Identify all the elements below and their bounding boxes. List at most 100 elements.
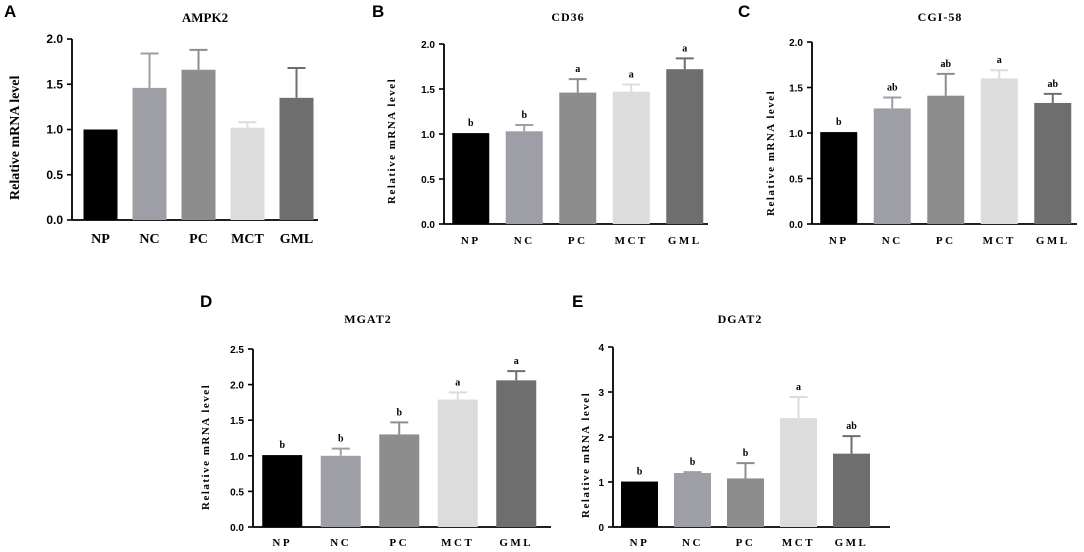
y-tick-label: 2.0 — [230, 381, 244, 392]
bar — [279, 97, 314, 220]
category-label: PC — [568, 235, 588, 247]
y-tick-label: 1.5 — [421, 85, 435, 96]
panel-b: B CD36 Relative mRNA level 0.0 0.5 1.0 1.5 2… — [368, 0, 713, 260]
y-tick-label: 0.0 — [230, 523, 244, 534]
category-label: NP — [461, 235, 481, 247]
y-tick-label: 2 — [598, 433, 604, 444]
bar — [1034, 102, 1072, 224]
category-label: PC — [936, 235, 956, 247]
panel-d: D MGAT2 Relative mRNA level 0.0 0.5 1.0 1.5… — [198, 290, 558, 552]
category-label: MCT — [441, 537, 474, 549]
significance-label: b — [637, 467, 643, 478]
significance-label: b — [743, 448, 749, 459]
category-label: MCT — [782, 537, 815, 549]
significance-label: b — [468, 118, 474, 129]
bar — [496, 380, 537, 527]
category-label: NP — [630, 537, 650, 549]
significance-label: ab — [1047, 79, 1058, 90]
category-label: NC — [139, 232, 159, 247]
panel-letter: C — [738, 2, 751, 21]
y-tick-label: 0.5 — [789, 175, 803, 186]
category-label: NP — [272, 537, 292, 549]
bar — [873, 108, 911, 224]
chart-title: DGAT2 — [717, 312, 763, 326]
y-tick-label: 0.5 — [230, 487, 244, 498]
significance-label: a — [682, 43, 687, 54]
significance-label: b — [279, 440, 285, 451]
bar — [262, 455, 303, 527]
y-tick-label: 0.5 — [46, 168, 63, 182]
significance-label: ab — [846, 421, 857, 432]
bar — [612, 91, 650, 224]
bar — [980, 78, 1018, 225]
chart-svg: 0.0 0.5 1.0 1.5 2.0 NP NC PC MCT GML — [46, 32, 318, 247]
y-tick-label: 2.0 — [46, 32, 63, 46]
significance-label: a — [796, 382, 801, 393]
chart-title: CD36 — [551, 10, 585, 24]
significance-label: b — [521, 110, 527, 121]
bar — [727, 478, 764, 527]
bar — [320, 455, 361, 527]
bar — [621, 481, 658, 527]
y-tick-label: 0.0 — [46, 213, 63, 227]
bar — [505, 131, 543, 224]
panel-c: C CGI-58 Relative mRNA level 0.0 0.5 1.0 1.… — [735, 0, 1084, 260]
chart-title: CGI-58 — [917, 10, 963, 24]
y-tick-label: 4 — [598, 343, 604, 354]
chart-svg: 0.0 0.5 1.0 1.5 2.0 2.5 b NP b NC b PC a MCT a GML — [230, 345, 551, 549]
significance-label: a — [455, 377, 460, 388]
panel-letter: A — [4, 2, 17, 21]
bar — [83, 129, 118, 220]
category-label: MCT — [231, 232, 264, 247]
bar — [927, 95, 965, 224]
bar — [559, 92, 597, 224]
significance-label: a — [514, 356, 519, 367]
category-label: GML — [668, 235, 702, 247]
y-tick-label: 1.0 — [46, 123, 63, 137]
category-label: GML — [499, 537, 533, 549]
y-tick-label: 0.5 — [421, 175, 435, 186]
bar — [132, 87, 167, 221]
y-tick-label: 2.0 — [421, 40, 435, 51]
bar — [181, 69, 216, 221]
significance-label: b — [690, 457, 696, 468]
panel-letter: E — [572, 292, 584, 311]
significance-label: b — [836, 117, 842, 128]
significance-label: b — [338, 434, 344, 445]
panel-e: E DGAT2 Relative mRNA level 0 1 2 3 4 b NP b NC b… — [570, 290, 910, 552]
bar — [780, 418, 817, 527]
y-tick-label: 1.5 — [789, 84, 803, 95]
y-tick-label: 1.5 — [230, 416, 244, 427]
bar — [666, 69, 704, 224]
panel-a: A AMPK2 Relative mRNA level 0.0 0.5 1.0 1.5… — [0, 0, 350, 260]
significance-label: ab — [940, 59, 951, 70]
y-tick-label: 2.5 — [230, 345, 244, 356]
chart-title: MGAT2 — [344, 312, 392, 326]
significance-label: a — [575, 64, 580, 75]
y-tick-label: 1.0 — [230, 452, 244, 463]
category-label: NC — [882, 235, 903, 247]
bar — [820, 132, 858, 224]
y-tick-label: 0 — [598, 523, 604, 534]
y-tick-label: 1 — [598, 478, 604, 489]
bar — [437, 399, 478, 527]
chart-svg: 0.0 0.5 1.0 1.5 2.0 b NP ab NC ab PC a MCT ab GML — [789, 38, 1077, 247]
chart-svg: 0.0 0.5 1.0 1.5 2.0 b NP b NC a PC a MCT a GML — [421, 40, 708, 247]
category-label: GML — [1036, 235, 1070, 247]
bar — [379, 434, 420, 527]
y-tick-label: 3 — [598, 388, 604, 399]
category-label: PC — [189, 232, 208, 247]
y-tick-label: 0.0 — [789, 220, 803, 231]
category-label: NC — [330, 537, 351, 549]
category-label: MCT — [983, 235, 1016, 247]
chart-title: AMPK2 — [181, 10, 229, 25]
category-label: PC — [389, 537, 409, 549]
panel-letter: D — [200, 292, 213, 311]
y-tick-label: 0.0 — [421, 220, 435, 231]
chart-svg: 0 1 2 3 4 b NP b NC b PC a MCT ab GML — [598, 343, 890, 549]
category-label: PC — [736, 537, 756, 549]
category-label: NC — [682, 537, 703, 549]
category-label: NP — [91, 232, 110, 247]
category-label: GML — [835, 537, 869, 549]
category-label: NC — [514, 235, 535, 247]
